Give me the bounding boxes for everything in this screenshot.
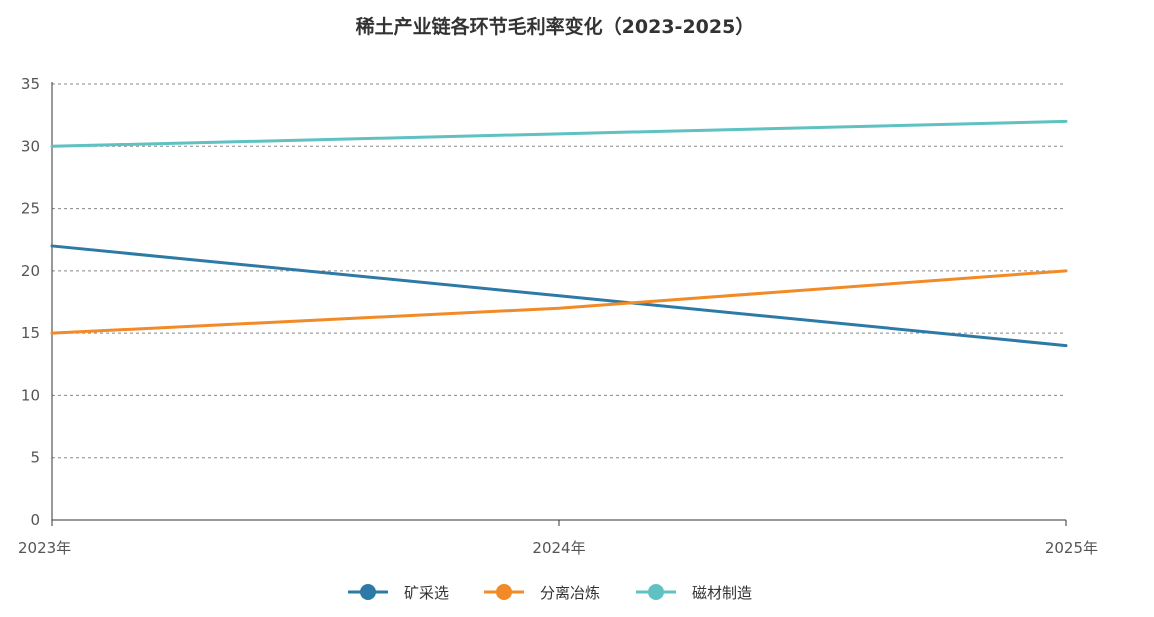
legend-label: 分离冶炼: [540, 584, 600, 602]
y-tick-label: 30: [21, 137, 40, 155]
legend-swatch-marker: [360, 584, 376, 600]
legend-swatch-marker: [648, 584, 664, 600]
legend-item[interactable]: 矿采选: [348, 584, 449, 602]
y-tick-label: 35: [21, 75, 40, 93]
x-tick-label: 2024年: [532, 539, 585, 557]
chart-title: 稀土产业链各环节毛利率变化（2023-2025）: [356, 15, 755, 38]
series-line[interactable]: [50, 269, 1068, 335]
legend[interactable]: 矿采选 分离冶炼 磁材制造: [348, 584, 752, 602]
series-lines: [50, 119, 1068, 348]
x-tick-label: 2025年: [1045, 539, 1098, 557]
y-tick-label: 0: [30, 511, 40, 529]
x-tick-label: 2023年: [18, 539, 71, 557]
y-tick-label: 20: [21, 262, 40, 280]
legend-item[interactable]: 磁材制造: [636, 584, 752, 602]
legend-label: 矿采选: [404, 584, 449, 602]
series-line[interactable]: [50, 119, 1068, 148]
y-tick-label: 25: [21, 200, 40, 218]
y-tick-label: 5: [30, 449, 40, 467]
grid-lines: [52, 83, 1066, 459]
legend-item[interactable]: 分离冶炼: [484, 584, 600, 602]
axes: 0 5 10 15 20 25 30 35 2023年 2024年 2025年: [18, 75, 1098, 557]
legend-swatch-marker: [496, 584, 512, 600]
y-tick-label: 15: [21, 324, 40, 342]
legend-label: 磁材制造: [692, 584, 752, 602]
series-line[interactable]: [50, 244, 1068, 348]
y-tick-label: 10: [21, 386, 40, 404]
